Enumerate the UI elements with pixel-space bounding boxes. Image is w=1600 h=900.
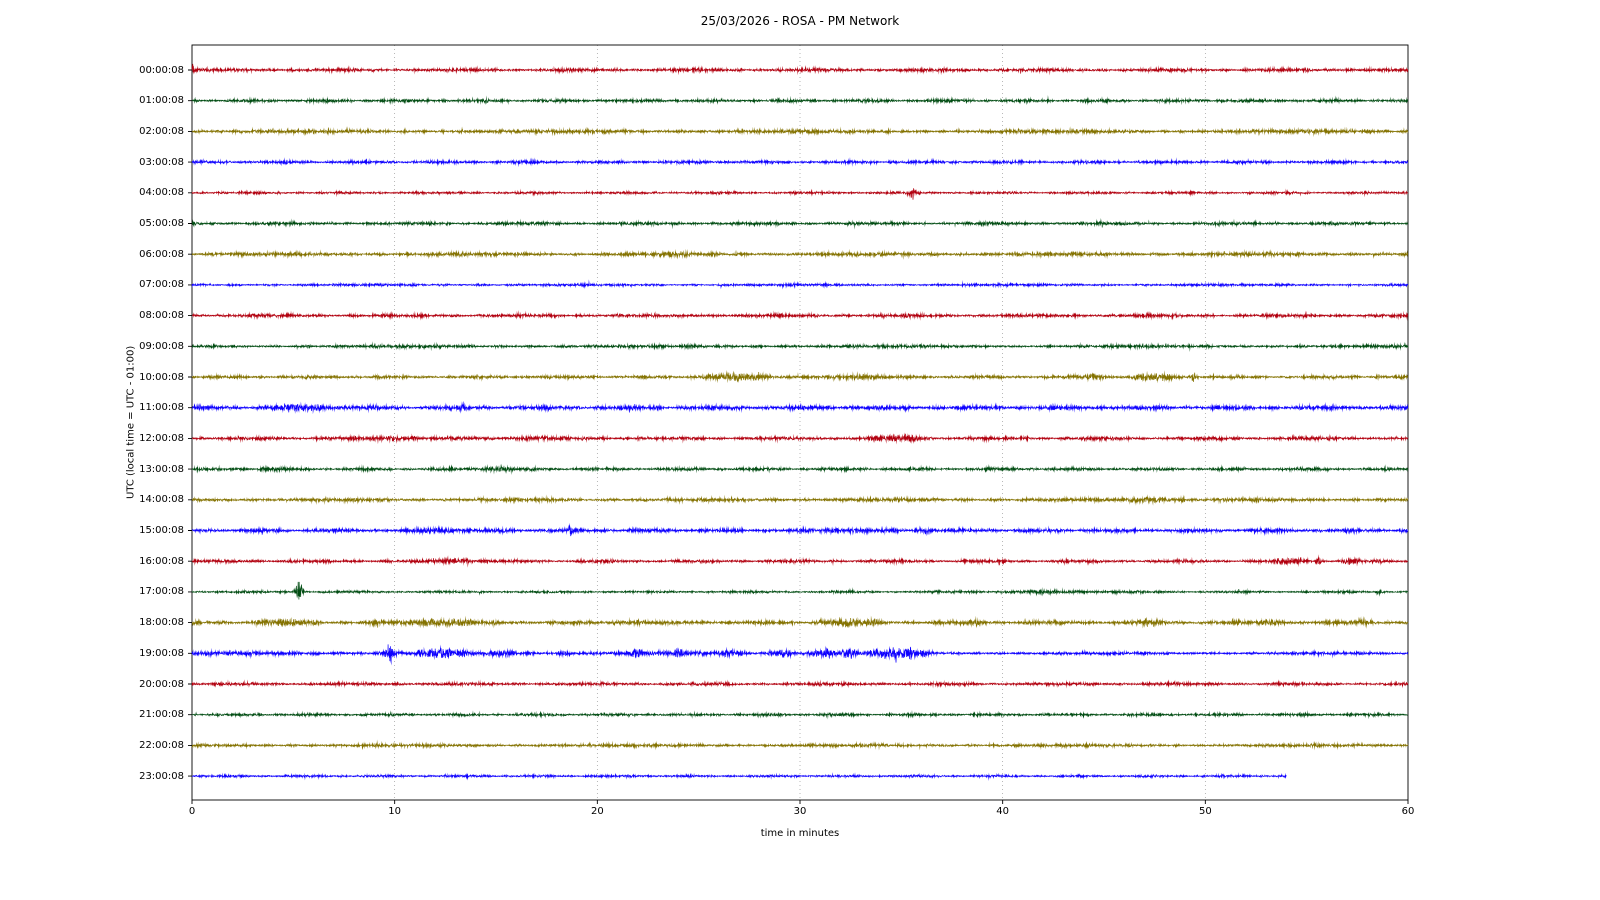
y-tick-label: 07:00:08 xyxy=(139,279,184,291)
y-tick-label: 08:00:08 xyxy=(139,310,184,322)
y-tick-label: 10:00:08 xyxy=(139,371,184,383)
x-tick-label: 60 xyxy=(1401,806,1415,817)
x-tick-label: 50 xyxy=(1198,806,1212,817)
y-tick-label: 20:00:08 xyxy=(139,678,184,690)
y-tick-label: 09:00:08 xyxy=(139,340,184,352)
x-tick-label: 30 xyxy=(793,806,807,817)
x-tick-label: 10 xyxy=(388,806,402,817)
y-tick-label: 17:00:08 xyxy=(139,586,184,598)
x-tick-label: 20 xyxy=(590,806,604,817)
y-tick-label: 03:00:08 xyxy=(139,156,184,168)
y-tick-label: 12:00:08 xyxy=(139,432,184,444)
y-tick-label: 14:00:08 xyxy=(139,494,184,506)
x-tick-label: 0 xyxy=(188,806,196,817)
y-tick-label: 15:00:08 xyxy=(139,525,184,536)
y-tick-label: 06:00:08 xyxy=(139,248,184,260)
y-tick-label: 16:00:08 xyxy=(139,555,184,567)
y-tick-label: 00:00:08 xyxy=(139,64,184,76)
y-tick-label: 19:00:08 xyxy=(139,647,184,659)
y-tick-label: 11:00:08 xyxy=(139,402,184,414)
y-tick-label: 13:00:08 xyxy=(139,463,184,475)
x-axis-label: time in minutes xyxy=(760,828,840,839)
y-tick-label: 23:00:08 xyxy=(139,770,184,782)
y-tick-label: 05:00:08 xyxy=(139,218,184,229)
y-tick-label: 01:00:08 xyxy=(139,95,184,107)
y-tick-label: 02:00:08 xyxy=(139,125,184,137)
y-tick-label: 22:00:08 xyxy=(139,739,184,751)
y-tick-label: 21:00:08 xyxy=(139,709,184,721)
y-tick-label: 04:00:08 xyxy=(139,187,184,199)
x-tick-label: 40 xyxy=(996,806,1010,817)
y-tick-label: 18:00:08 xyxy=(139,617,184,629)
